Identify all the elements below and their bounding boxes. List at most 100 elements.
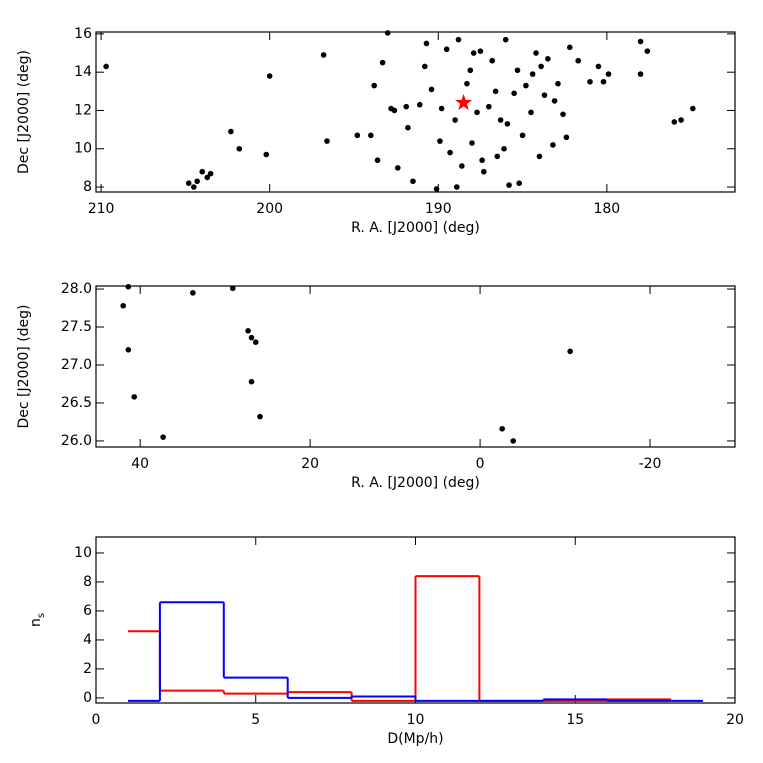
point xyxy=(454,184,460,190)
point xyxy=(516,180,522,186)
point xyxy=(489,57,496,64)
point xyxy=(245,328,251,334)
point xyxy=(587,78,593,85)
x-tick-label: 10 xyxy=(407,712,425,728)
point xyxy=(637,71,644,77)
point xyxy=(563,134,570,141)
point xyxy=(248,378,255,385)
point xyxy=(510,438,517,444)
point xyxy=(371,82,377,89)
plot-frame xyxy=(95,285,736,448)
point xyxy=(567,348,573,355)
point xyxy=(504,121,511,127)
y-tick-label: 27.0 xyxy=(61,357,92,373)
x-axis-label: R. A. [J2000] (deg) xyxy=(351,475,480,491)
point xyxy=(410,178,416,185)
point xyxy=(497,117,504,123)
point xyxy=(519,132,526,139)
point xyxy=(257,413,263,420)
x-tick-label: 5 xyxy=(251,712,260,728)
point xyxy=(248,334,255,341)
point xyxy=(384,30,391,36)
point xyxy=(506,182,512,188)
point xyxy=(190,290,196,296)
point xyxy=(502,36,509,43)
x-tick-label: 20 xyxy=(301,456,319,472)
point xyxy=(494,153,501,160)
x-axis-label: D(Mp/h) xyxy=(387,731,443,747)
point xyxy=(230,285,236,292)
y-tick-label: 27.5 xyxy=(61,319,92,335)
point xyxy=(120,302,126,309)
point xyxy=(459,163,465,169)
point xyxy=(464,80,470,87)
point xyxy=(595,63,602,70)
point xyxy=(470,50,477,56)
point xyxy=(550,142,556,148)
y-tick-label: 12 xyxy=(74,102,92,118)
point xyxy=(324,138,330,144)
point xyxy=(637,38,644,45)
x-tick-label: 180 xyxy=(593,201,620,217)
point xyxy=(501,145,507,152)
point xyxy=(486,103,492,110)
point xyxy=(437,138,443,144)
point xyxy=(605,71,612,77)
point xyxy=(455,36,462,43)
point xyxy=(511,90,517,97)
x-tick-label: 0 xyxy=(476,456,485,472)
y-tick-label: 2 xyxy=(83,661,92,677)
y-axis-label-sub: s xyxy=(36,613,47,618)
panel: 40 20 0 -20 26.0 26.5 27.0 27.5 28.0 R. A. [J2000… xyxy=(16,281,736,491)
point xyxy=(566,44,573,51)
point xyxy=(514,67,521,74)
x-tick-label: 0 xyxy=(92,712,101,728)
y-tick-label: 0 xyxy=(83,690,92,706)
y-axis-label-main: Dec [J2000] (deg) xyxy=(16,305,32,429)
plot-frame xyxy=(95,31,736,193)
y-tick-label: 26.0 xyxy=(61,433,92,449)
y-tick-label: 4 xyxy=(83,632,92,648)
y-tick-label: 14 xyxy=(74,64,92,80)
y-tick-label: 16 xyxy=(74,26,92,42)
x-tick-label: 200 xyxy=(256,201,283,217)
point xyxy=(523,82,529,89)
y-axis-label: ns xyxy=(28,613,47,627)
point xyxy=(529,71,536,77)
point xyxy=(447,149,453,156)
point xyxy=(394,165,401,171)
x-tick-label: 20 xyxy=(726,712,744,728)
y-axis-label: Dec [J2000] (deg) xyxy=(16,305,32,429)
y-tick-label: 8 xyxy=(83,179,92,195)
point xyxy=(207,170,214,177)
point xyxy=(600,78,607,85)
point xyxy=(204,174,211,181)
point xyxy=(467,67,474,74)
point xyxy=(368,132,374,139)
x-tick-label: 15 xyxy=(566,712,584,728)
point xyxy=(671,119,678,125)
point xyxy=(492,88,499,95)
point xyxy=(423,40,430,47)
point xyxy=(551,98,558,104)
point xyxy=(421,63,428,70)
point xyxy=(391,107,398,114)
point xyxy=(131,394,138,400)
point xyxy=(443,46,450,53)
point xyxy=(690,105,696,112)
point xyxy=(438,105,445,112)
y-tick-label: 10 xyxy=(74,545,92,561)
point xyxy=(266,73,273,79)
point xyxy=(560,111,566,118)
point xyxy=(538,63,544,70)
x-tick-label: 210 xyxy=(88,201,115,217)
point xyxy=(354,132,361,139)
point xyxy=(678,117,684,123)
y-tick-label: 8 xyxy=(83,574,92,590)
point xyxy=(528,109,534,116)
x-tick-label: 190 xyxy=(425,201,452,217)
point xyxy=(403,103,410,110)
point xyxy=(541,92,548,98)
point xyxy=(125,346,132,353)
